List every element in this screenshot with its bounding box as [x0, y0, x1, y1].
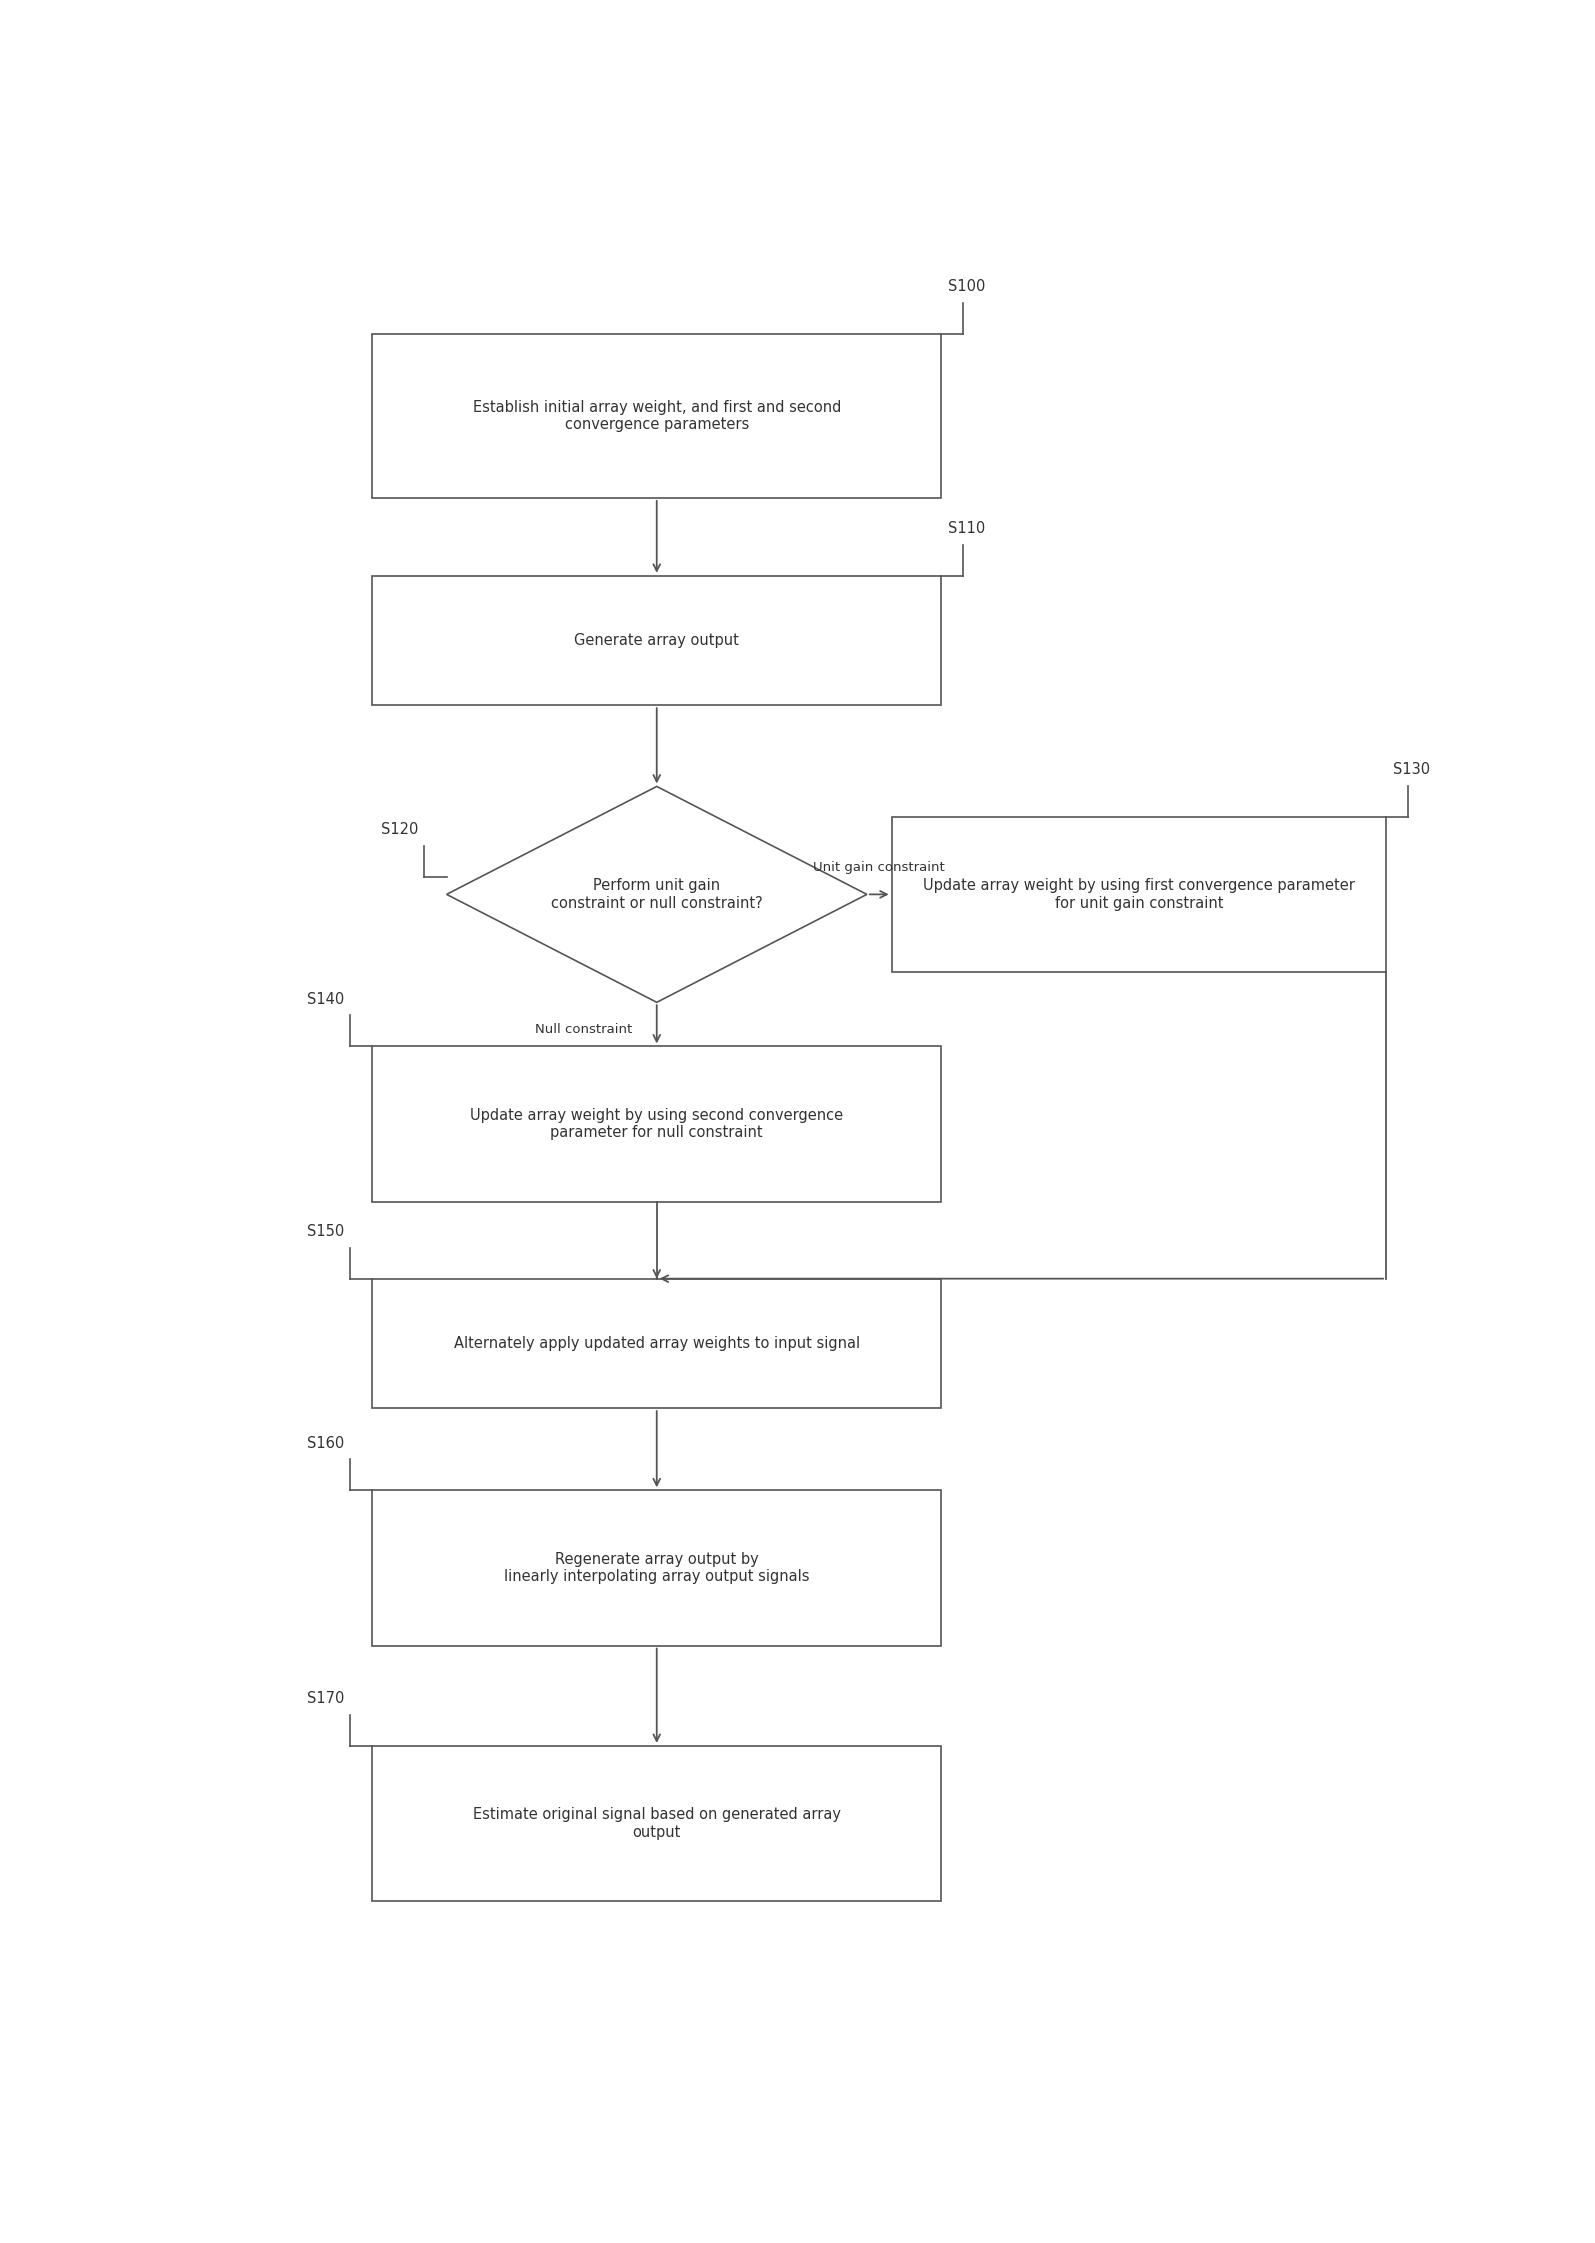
- Text: Null constraint: Null constraint: [534, 1023, 632, 1036]
- FancyBboxPatch shape: [373, 1745, 941, 1902]
- Text: Regenerate array output by
linearly interpolating array output signals: Regenerate array output by linearly inte…: [504, 1552, 810, 1584]
- Text: Unit gain constraint: Unit gain constraint: [813, 861, 946, 875]
- Text: Perform unit gain
constraint or null constraint?: Perform unit gain constraint or null con…: [550, 879, 762, 911]
- Text: Alternately apply updated array weights to input signal: Alternately apply updated array weights …: [453, 1337, 860, 1350]
- FancyBboxPatch shape: [373, 1045, 941, 1202]
- Text: S110: S110: [947, 520, 986, 536]
- Text: S100: S100: [947, 278, 986, 294]
- Text: S140: S140: [306, 991, 345, 1007]
- FancyBboxPatch shape: [373, 1279, 941, 1409]
- Text: Update array weight by using second convergence
parameter for null constraint: Update array weight by using second conv…: [471, 1108, 844, 1139]
- Text: S170: S170: [306, 1691, 345, 1707]
- Text: S120: S120: [381, 823, 418, 837]
- Text: S160: S160: [306, 1436, 345, 1451]
- Text: Generate array output: Generate array output: [574, 633, 738, 648]
- Text: S130: S130: [1392, 763, 1429, 776]
- FancyBboxPatch shape: [892, 816, 1386, 971]
- FancyBboxPatch shape: [373, 334, 941, 498]
- Text: Update array weight by using first convergence parameter
for unit gain constrain: Update array weight by using first conve…: [924, 879, 1354, 911]
- Text: Estimate original signal based on generated array
output: Estimate original signal based on genera…: [472, 1808, 841, 1839]
- FancyBboxPatch shape: [373, 1489, 941, 1646]
- Text: S150: S150: [306, 1225, 345, 1238]
- FancyBboxPatch shape: [373, 576, 941, 704]
- Polygon shape: [447, 787, 868, 1003]
- Text: Establish initial array weight, and first and second
convergence parameters: Establish initial array weight, and firs…: [472, 399, 841, 433]
